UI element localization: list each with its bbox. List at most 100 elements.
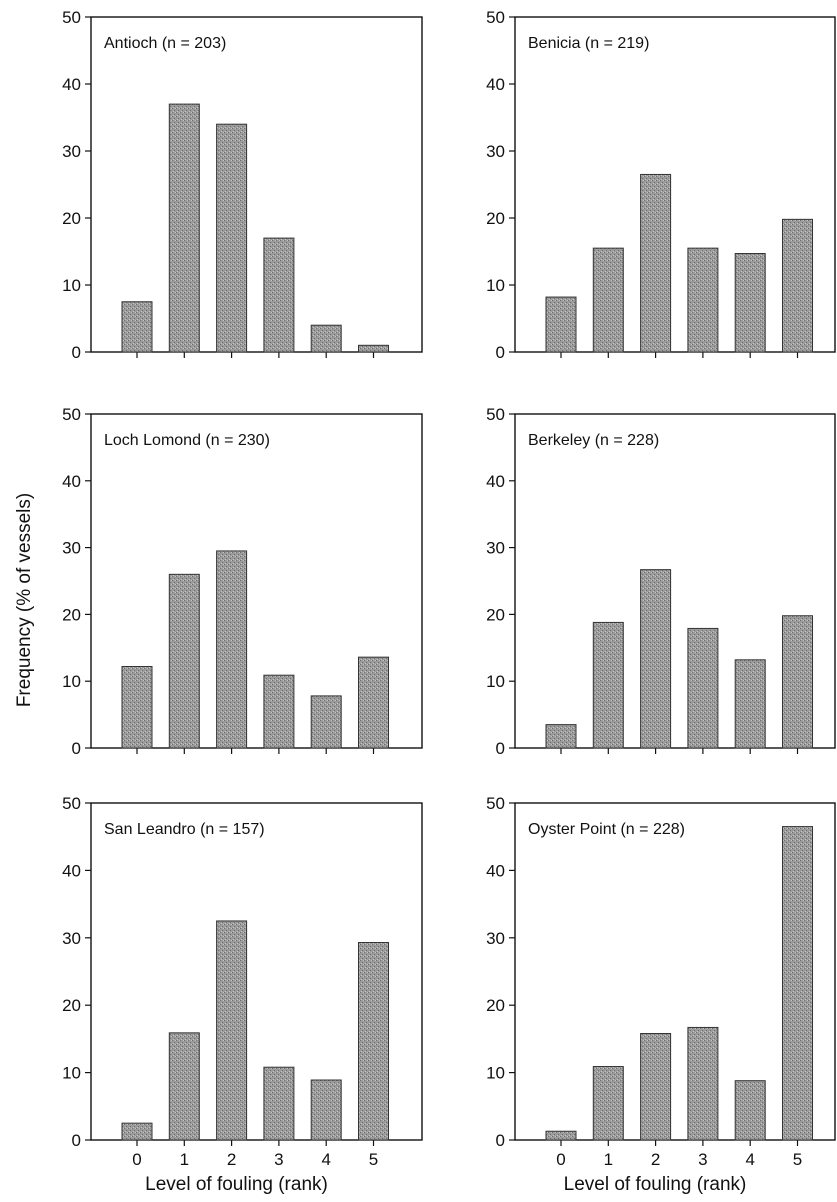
y-tick-label: 40 — [486, 861, 505, 880]
bar-rank-1 — [592, 621, 624, 749]
bar-rank-3 — [687, 1026, 719, 1141]
bar-rank-1 — [168, 103, 200, 353]
y-tick-label: 30 — [486, 929, 505, 948]
bar-rank-4 — [734, 659, 766, 749]
bar-rank-2 — [216, 920, 248, 1141]
bar-rank-3 — [263, 674, 295, 749]
x-tick-label: 2 — [651, 1150, 660, 1169]
bar-rank-0 — [545, 296, 577, 353]
bar-rank-2 — [216, 550, 248, 749]
panel-title: Oyster Point (n = 228) — [528, 821, 685, 838]
y-tick-label: 0 — [496, 1131, 505, 1150]
y-tick-label: 30 — [486, 142, 505, 161]
y-tick-label: 50 — [62, 405, 81, 424]
panel-5: 0 10 20 30 40 50 0 1 2 3 4 5 Oyster Point (n = 228) L… — [486, 794, 836, 1195]
y-tick-label: 40 — [62, 75, 81, 94]
panel-frame — [514, 16, 836, 353]
y-tick-label: 30 — [62, 142, 81, 161]
y-tick-label: 30 — [486, 539, 505, 558]
panel-0: 0 10 20 30 40 50 Antioch (n = 203) — [62, 8, 423, 362]
panel-title: Antioch (n = 203) — [104, 35, 226, 52]
y-tick-label: 10 — [62, 276, 81, 295]
y-tick-label: 10 — [486, 1064, 505, 1083]
bar-rank-1 — [168, 573, 200, 749]
y-tick-label: 0 — [72, 739, 81, 758]
bar-rank-4 — [734, 253, 766, 353]
x-tick-label: 3 — [698, 1150, 707, 1169]
y-tick-label: 50 — [486, 794, 505, 813]
x-tick-label: 4 — [321, 1150, 330, 1169]
panel-frame — [90, 16, 423, 353]
y-tick-label: 40 — [62, 472, 81, 491]
y-tick-label: 0 — [496, 343, 505, 362]
y-tick-label: 20 — [62, 996, 81, 1015]
bar-rank-5 — [782, 826, 813, 1141]
bar-rank-4 — [734, 1080, 766, 1141]
y-tick-label: 0 — [496, 739, 505, 758]
bar-rank-0 — [545, 1130, 577, 1141]
x-tick-label: 5 — [793, 1150, 802, 1169]
bar-rank-5 — [782, 218, 813, 353]
bar-rank-1 — [592, 247, 624, 353]
panel-frame — [514, 802, 836, 1141]
y-tick-label: 0 — [72, 343, 81, 362]
x-tick-label: 4 — [745, 1150, 754, 1169]
panel-frame — [90, 413, 423, 749]
panel-2: 0 10 20 30 40 50 Loch Lomond (n = 230) — [62, 405, 423, 758]
bar-rank-0 — [121, 1122, 153, 1141]
x-tick-label: 3 — [274, 1150, 283, 1169]
bar-rank-5 — [358, 942, 389, 1141]
y-tick-label: 50 — [62, 8, 81, 27]
bar-rank-3 — [687, 627, 719, 749]
panel-title: San Leandro (n = 157) — [104, 821, 265, 838]
y-tick-label: 0 — [72, 1131, 81, 1150]
y-tick-label: 30 — [62, 539, 81, 558]
bar-rank-3 — [687, 247, 719, 353]
x-axis-title: Level of fouling (rank) — [564, 1174, 747, 1195]
x-tick-label: 1 — [604, 1150, 613, 1169]
bar-rank-0 — [121, 666, 153, 749]
panel-1: 0 10 20 30 40 50 Benicia (n = 219) — [486, 8, 836, 362]
y-tick-label: 20 — [62, 209, 81, 228]
y-axis-title: Frequency (% of vessels) — [14, 493, 35, 707]
bar-rank-2 — [216, 123, 248, 353]
panel-frame — [514, 413, 836, 749]
x-tick-label: 0 — [132, 1150, 141, 1169]
y-tick-label: 40 — [62, 861, 81, 880]
bar-rank-2 — [640, 1033, 672, 1141]
bar-rank-5 — [358, 656, 389, 749]
y-tick-label: 10 — [486, 276, 505, 295]
panel-title: Loch Lomond (n = 230) — [104, 432, 270, 449]
panel-frame — [90, 802, 423, 1141]
y-tick-label: 10 — [62, 1064, 81, 1083]
panel-title: Berkeley (n = 228) — [528, 432, 659, 449]
x-tick-label: 5 — [369, 1150, 378, 1169]
x-tick-label: 2 — [227, 1150, 236, 1169]
y-tick-label: 40 — [486, 472, 505, 491]
y-tick-label: 20 — [486, 209, 505, 228]
y-tick-label: 10 — [62, 672, 81, 691]
bar-rank-1 — [168, 1032, 200, 1141]
bar-rank-3 — [263, 237, 295, 353]
bar-rank-3 — [263, 1066, 295, 1141]
bar-rank-4 — [310, 695, 342, 749]
bar-rank-5 — [358, 344, 389, 353]
y-tick-label: 10 — [486, 672, 505, 691]
bar-rank-1 — [592, 1066, 624, 1141]
y-tick-label: 30 — [62, 929, 81, 948]
panel-title: Benicia (n = 219) — [528, 35, 649, 52]
y-tick-label: 20 — [486, 996, 505, 1015]
bar-rank-4 — [310, 324, 342, 353]
x-axis-title: Level of fouling (rank) — [145, 1174, 328, 1195]
bar-rank-0 — [121, 301, 153, 353]
y-tick-label: 50 — [486, 8, 505, 27]
y-tick-label: 50 — [62, 794, 81, 813]
y-tick-label: 40 — [486, 75, 505, 94]
bar-rank-0 — [545, 724, 577, 749]
x-tick-label: 1 — [180, 1150, 189, 1169]
bar-rank-5 — [782, 615, 813, 749]
panel-3: 0 10 20 30 40 50 Berkeley (n = 228) — [486, 405, 836, 758]
x-tick-label: 0 — [556, 1150, 565, 1169]
bar-rank-4 — [310, 1079, 342, 1141]
